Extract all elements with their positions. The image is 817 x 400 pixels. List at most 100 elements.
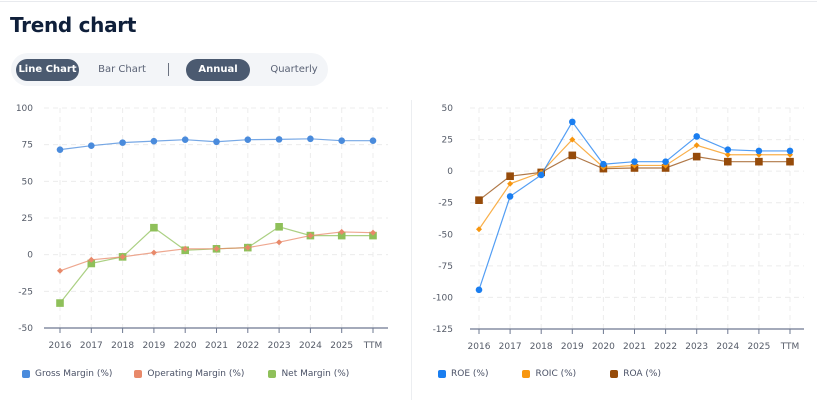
data-point [119,253,126,260]
legend-item-roe[interactable]: ROE (%) [438,369,488,379]
annual-toggle[interactable]: Annual [186,59,250,81]
legend-left: Gross Margin (%) Operating Margin (%) Ne… [22,369,349,379]
chart-divider [411,100,412,400]
data-point [337,231,346,240]
page-title: Trend chart [10,13,137,37]
data-point [181,136,189,143]
data-point [338,137,346,145]
x-tick-label: 2023 [268,341,291,351]
y-tick-label: -25 [438,199,453,209]
data-point [568,151,577,160]
legend-label: ROE (%) [451,369,489,379]
legend-swatch [438,370,446,378]
data-point [569,136,576,143]
x-tick-label: 2021 [623,342,646,352]
quarterly-toggle[interactable]: Quarterly [270,64,318,75]
x-tick-label: 2017 [499,342,522,352]
data-point [213,138,220,146]
x-tick-label: 2023 [685,342,708,352]
legend-swatch [268,370,277,378]
data-point [369,137,377,145]
x-tick-label: 2016 [468,342,491,352]
y-tick-label: -50 [18,324,33,334]
legend-label: ROA (%) [623,369,661,379]
x-tick-label: 2024 [716,342,739,352]
data-point [370,229,376,236]
data-point [724,157,732,166]
legend-label: Operating Margin (%) [147,369,245,379]
x-tick-label: 2019 [561,342,584,352]
data-point [150,249,157,256]
chart-2: 50 25 0 -25 -50 -75 -100 -125 2016 2017 2018 2019 20… [433,104,804,352]
data-point [244,244,251,251]
data-point [88,142,95,149]
series-roe [475,118,794,294]
line-chart-toggle[interactable]: Line Chart [16,59,79,81]
y-tick-label: 50 [22,177,34,187]
data-point [476,226,482,233]
legend-item-roic[interactable]: ROIC (%) [522,369,576,379]
data-point [631,158,638,165]
data-point [56,146,64,153]
bar-chart-toggle[interactable]: Bar Chart [98,64,146,75]
legend-swatch [134,370,143,378]
x-tick-label: TTM [363,341,383,351]
y-tick-label: -50 [438,230,453,240]
y-tick-label: 25 [442,136,453,146]
data-point [506,172,514,180]
x-tick-label: 2020 [592,342,615,352]
data-point [507,180,514,187]
x-tick-label: 2018 [530,342,553,352]
x-tick-label: 2021 [205,341,228,351]
x-tick-label: 2017 [80,341,103,351]
data-point [119,139,126,146]
data-point [307,232,314,239]
legend-item-operating-margin[interactable]: Operating Margin (%) [134,369,244,379]
legend-right: ROE (%) ROIC (%) ROA (%) [438,369,661,379]
data-point [56,299,64,307]
y-tick-label: -125 [433,325,453,335]
x-tick-label: 2019 [142,341,165,351]
x-tick-label: 2025 [330,341,353,351]
data-point [786,147,794,155]
legend-label: Gross Margin (%) [35,369,113,379]
y-tick-label: -25 [18,287,33,297]
x-tick-label: 2024 [299,341,322,351]
x-tick-label: 2022 [654,342,677,352]
data-point [569,118,576,126]
legend-swatch [522,370,531,378]
y-tick-label: 0 [27,251,33,261]
y-tick-label: -75 [438,262,453,272]
y-tick-label: 25 [22,214,33,224]
data-point [276,239,283,246]
data-point [275,136,283,143]
x-tick-label: 2016 [49,341,72,351]
x-tick-label: 2018 [111,341,134,351]
data-point [600,160,607,168]
series-operating-margin [57,228,376,274]
data-point [57,267,63,274]
x-tick-label: TTM [780,342,800,352]
legend-swatch [22,370,30,378]
data-point [724,151,731,158]
chart-toggle-bar: Line Chart Bar Chart Annual Quarterly [11,53,328,86]
legend-label: ROIC (%) [535,369,577,379]
legend-item-gross-margin[interactable]: Gross Margin (%) [22,369,112,379]
data-point [88,256,95,263]
data-point [755,157,763,166]
data-point [475,196,483,204]
x-tick-label: 2025 [747,342,770,352]
data-point [338,228,345,235]
data-point [213,245,220,252]
legend-item-roa[interactable]: ROA (%) [610,369,661,379]
data-point [693,142,700,149]
y-tick-label: 75 [22,141,33,151]
data-point [182,245,189,252]
legend-item-net-margin[interactable]: Net Margin (%) [268,369,349,379]
toggle-separator [168,63,169,76]
data-point [150,137,158,145]
y-tick-label: 100 [16,104,33,114]
y-tick-label: 0 [447,167,453,177]
data-point [693,133,700,140]
legend-label: Net Margin (%) [281,369,350,379]
